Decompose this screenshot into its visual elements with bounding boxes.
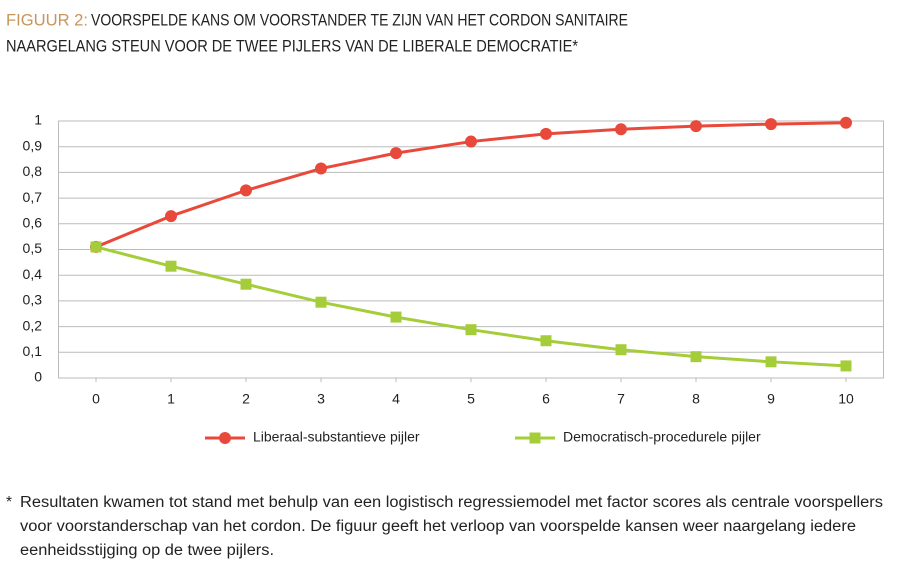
data-point bbox=[390, 147, 402, 160]
x-tick-label: 9 bbox=[767, 391, 775, 407]
data-point bbox=[765, 356, 777, 368]
data-point bbox=[240, 184, 252, 197]
series-line bbox=[95, 245, 847, 368]
y-tick-label: 0,4 bbox=[23, 266, 43, 282]
data-point bbox=[615, 123, 627, 136]
y-tick-label: 0,3 bbox=[23, 292, 43, 308]
legend-label: Democratisch-procedurele pijler bbox=[563, 429, 761, 445]
data-point bbox=[840, 116, 852, 129]
legend-label: Liberaal-substantieve pijler bbox=[253, 429, 420, 445]
y-tick-label: 0,1 bbox=[23, 343, 43, 359]
x-tick-label: 8 bbox=[692, 391, 700, 407]
y-tick-label: 0 bbox=[34, 369, 42, 385]
legend-marker bbox=[219, 432, 231, 444]
data-point bbox=[165, 260, 177, 272]
y-tick-label: 0,2 bbox=[23, 317, 43, 333]
data-point bbox=[690, 351, 702, 363]
footnote-line: voor voorstanderschap van het cordon. De… bbox=[20, 518, 856, 535]
data-point bbox=[90, 241, 102, 253]
legend-marker bbox=[529, 432, 541, 444]
data-point bbox=[540, 335, 552, 347]
data-point bbox=[465, 324, 477, 336]
x-tick-label: 3 bbox=[317, 391, 325, 407]
x-tick-label: 6 bbox=[542, 391, 550, 407]
data-point bbox=[165, 210, 177, 223]
title-prefix: FIGUUR 2: bbox=[6, 10, 88, 29]
title-line: NAARGELANG STEUN VOOR DE TWEE PIJLERS VA… bbox=[6, 36, 578, 55]
x-tick-label: 10 bbox=[838, 391, 854, 407]
data-point bbox=[390, 311, 402, 323]
footnote-line: eenheidsstijging op de twee pijlers. bbox=[20, 542, 274, 559]
data-point bbox=[315, 296, 327, 308]
y-tick-label: 0,8 bbox=[23, 163, 43, 179]
data-point bbox=[465, 135, 477, 148]
y-tick-label: 0,7 bbox=[23, 189, 43, 205]
y-tick-label: 0,9 bbox=[23, 137, 43, 153]
x-tick-label: 1 bbox=[167, 391, 175, 407]
x-tick-label: 7 bbox=[617, 391, 625, 407]
x-tick-label: 5 bbox=[467, 391, 475, 407]
x-tick-label: 2 bbox=[242, 391, 250, 407]
footnote-marker: * bbox=[6, 494, 12, 511]
y-tick-label: 1 bbox=[34, 112, 42, 128]
x-tick-label: 4 bbox=[392, 391, 400, 407]
data-point bbox=[540, 127, 552, 140]
y-tick-label: 0,5 bbox=[23, 240, 43, 256]
data-point bbox=[840, 360, 852, 372]
x-tick-label: 0 bbox=[92, 391, 100, 407]
data-point bbox=[615, 344, 627, 356]
data-point bbox=[315, 162, 327, 175]
y-tick-label: 0,6 bbox=[23, 215, 43, 231]
data-point bbox=[765, 118, 777, 131]
footnote-line: Resultaten kwamen tot stand met behulp v… bbox=[20, 494, 883, 511]
title-line: VOORSPELDE KANS OM VOORSTANDER TE ZIJN V… bbox=[91, 10, 628, 29]
data-point bbox=[690, 120, 702, 133]
data-point bbox=[240, 278, 252, 290]
